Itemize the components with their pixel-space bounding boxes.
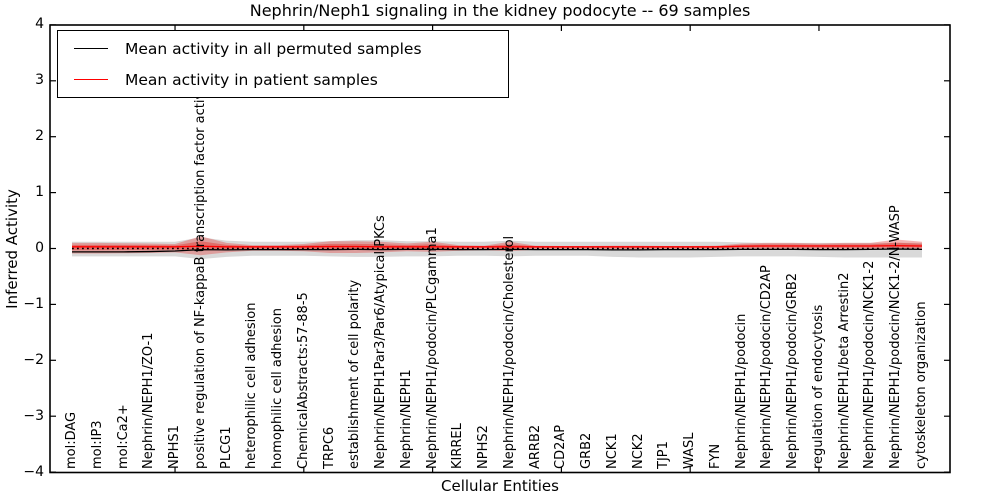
x-tick-label: mol:DAG — [64, 411, 79, 469]
x-tick-label: NPHS1 — [167, 425, 183, 469]
x-tick-label: TRPC6 — [321, 426, 337, 469]
patient-mean-line — [72, 245, 923, 248]
chart-title: Nephrin/Neph1 signaling in the kidney po… — [249, 1, 751, 20]
x-tick-label: cytoskeleton organization — [914, 301, 929, 469]
x-tick-label: establishment of cell polarity — [347, 279, 363, 469]
x-tick-label: Nephrin/NEPH1/podocin/GRB2 — [785, 272, 801, 469]
x-axis-label: Cellular Entities — [441, 477, 559, 495]
x-tick-label: regulation of endocytosis — [810, 304, 826, 469]
x-tick-label: Nephrin/NEPH1/podocin/NCK1-2/N-WASP — [888, 205, 904, 469]
x-tick-label: Nephrin/NEPH1Par3/Par6/Atypical PKCs — [373, 215, 389, 469]
x-tick-label: mol:Ca2+ — [115, 404, 131, 469]
x-tick-label: ARRB2 — [527, 424, 543, 469]
y-tick-label: −1 — [23, 295, 44, 312]
x-tick-label: NCK2 — [630, 433, 646, 469]
x-tick-label: KIRREL — [450, 423, 466, 469]
y-tick-label: 0 — [35, 240, 44, 256]
x-tick-label: positive regulation of NF-kappaB transcr… — [192, 75, 208, 469]
legend-line-red-icon — [74, 79, 108, 80]
y-tick-label: 4 — [35, 16, 44, 33]
y-tick-label: −3 — [23, 407, 44, 424]
x-tick-label: ChemicalAbstracts:57-88-5 — [295, 292, 311, 469]
patient-range-band-outer — [72, 236, 922, 256]
x-tick-label: homophilic cell adhesion — [270, 308, 286, 469]
x-tick-label: Nephrin/NEPH1/ZO-1 — [141, 332, 157, 469]
x-tick-label: Nephrin/NEPH1/podocin/CD2AP — [759, 265, 775, 469]
y-tick-label: 2 — [35, 128, 44, 145]
legend-label: Mean activity in patient samples — [125, 70, 378, 89]
x-tick-label: Nephrin/NEPH1/podocin/PLCgamma1 — [424, 227, 440, 469]
y-tick-label: −4 — [23, 463, 44, 480]
x-tick-label: PLCG1 — [218, 426, 234, 469]
x-tick-label: CD2AP — [553, 424, 569, 469]
x-tick-label: GRB2 — [579, 432, 595, 469]
x-tick-label: mol:IP3 — [89, 420, 105, 469]
legend-label: Mean activity in all permuted samples — [125, 39, 422, 58]
y-tick-label: −2 — [23, 351, 44, 368]
legend-entry-patient: Mean activity in patient samples — [58, 71, 508, 89]
legend-line-black-icon — [74, 48, 108, 49]
x-tick-label: NCK1 — [604, 433, 620, 469]
x-tick-label: Nephrin/NEPH1/podocin/Cholesterol — [501, 235, 517, 469]
legend-entry-permuted: Mean activity in all permuted samples — [58, 40, 508, 58]
x-tick-label: Nephrin/NEPH1 — [398, 369, 414, 469]
y-axis-label: Inferred Activity — [3, 189, 21, 309]
x-tick-label: TJP1 — [656, 441, 672, 469]
y-tick-label: 3 — [35, 72, 44, 89]
legend: Mean activity in all permuted samples Me… — [57, 30, 509, 98]
x-tick-label: NPHS2 — [476, 425, 492, 469]
x-tick-label: Nephrin/NEPH1/podocin/NCK1-2 — [862, 260, 878, 469]
permuted-mean-line — [72, 248, 923, 253]
x-tick-label: Nephrin/NEPH1/beta Arrestin2 — [836, 272, 852, 470]
patient-range-band-inner — [72, 241, 922, 251]
x-tick-label: heterophilic cell adhesion — [244, 302, 260, 470]
y-tick-label: 1 — [35, 184, 44, 201]
x-tick-label: FYN — [707, 443, 723, 469]
x-tick-label: Nephrin/NEPH1/podocin — [733, 313, 749, 469]
x-tick-label: WASL — [682, 432, 698, 469]
